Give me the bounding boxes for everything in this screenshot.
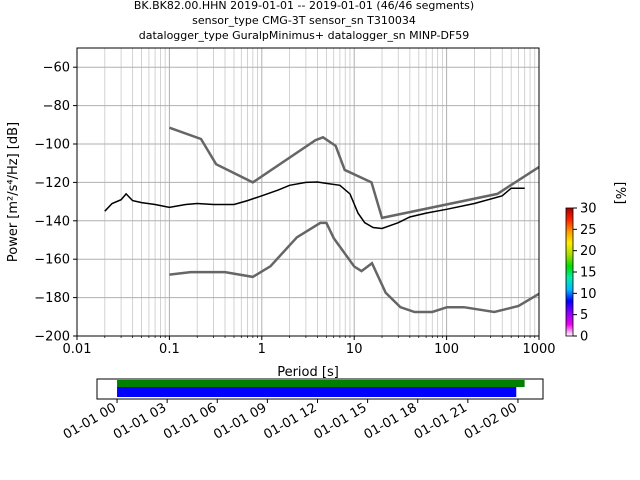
timeline-tick-label: 01-01 00 (61, 400, 119, 442)
x-tick-label: 0.1 (159, 342, 180, 357)
timeline-tick-label: 01-01 09 (211, 400, 269, 442)
timeline-tick-label: 01-01 12 (261, 400, 319, 442)
x-tick-label: 0.01 (63, 342, 92, 357)
x-axis-label: Period [s] (277, 365, 339, 380)
psd-plot-area: 0.01 0.1 1 10 100 1000 −60 −80 −100 −120 −140 −160… (6, 47, 556, 380)
x-tick-label: 1000 (522, 342, 555, 357)
noise-model-lines (104, 126, 539, 314)
y-tick-label: −180 (34, 291, 70, 306)
colorbar-tick-label: 25 (580, 223, 597, 238)
high-noise-model-line (168, 126, 539, 220)
mean-psd-line (104, 181, 525, 230)
x-tick-label: 1 (258, 342, 266, 357)
colorbar: 0 5 10 15 20 25 30 [%] (565, 182, 627, 345)
y-tick-label: −60 (43, 61, 70, 76)
x-tick-label: 10 (346, 342, 363, 357)
timeline-tick-label: 01-01 18 (362, 400, 420, 442)
y-tick-label: −80 (43, 99, 70, 114)
timeline-tick-label: 01-01 15 (311, 400, 369, 442)
grid-lines (76, 48, 539, 337)
x-ticks: 0.01 0.1 1 10 100 1000 (63, 336, 556, 357)
y-ticks: −60 −80 −100 −120 −140 −160 −180 −200 (34, 61, 77, 345)
title-line-3: datalogger_type GuralpMinimus+ datalogge… (139, 29, 470, 42)
colorbar-tick-label: 15 (580, 266, 597, 281)
y-tick-label: −200 (34, 330, 70, 345)
timeline-tick-label: 01-01 06 (161, 400, 219, 442)
colorbar-gradient (565, 207, 574, 337)
title-line-2: sensor_type CMG-3T sensor_sn T310034 (192, 14, 416, 27)
y-tick-label: −160 (34, 253, 70, 268)
timeline-tick-label: 01-02 00 (462, 400, 520, 442)
colorbar-tick-label: 20 (580, 244, 597, 259)
timeline-tick-label: 01-01 03 (111, 400, 169, 442)
colorbar-tick-label: 0 (580, 330, 588, 345)
title-line-1: BK.BK82.00.HHN 2019-01-01 -- 2019-01-01 … (134, 0, 474, 12)
y-tick-label: −140 (34, 214, 70, 229)
processed-segments-bar (117, 387, 517, 397)
colorbar-ticks: 0 5 10 15 20 25 30 (573, 202, 597, 345)
colorbar-label: [%] (612, 182, 627, 205)
colorbar-tick-label: 10 (580, 287, 597, 302)
x-tick-label: 100 (434, 342, 459, 357)
colorbar-tick-label: 5 (580, 308, 588, 323)
y-axis-label: Power [m²/s⁴/Hz] [dB] (6, 122, 21, 262)
data-availability-bar (117, 380, 525, 387)
y-tick-label: −100 (34, 138, 70, 153)
y-tick-label: −120 (34, 176, 70, 191)
colorbar-tick-label: 30 (580, 202, 597, 217)
low-noise-model-line (169, 221, 539, 314)
plot-frame (76, 47, 540, 337)
timeline-tick-label: 01-01 21 (412, 400, 470, 442)
